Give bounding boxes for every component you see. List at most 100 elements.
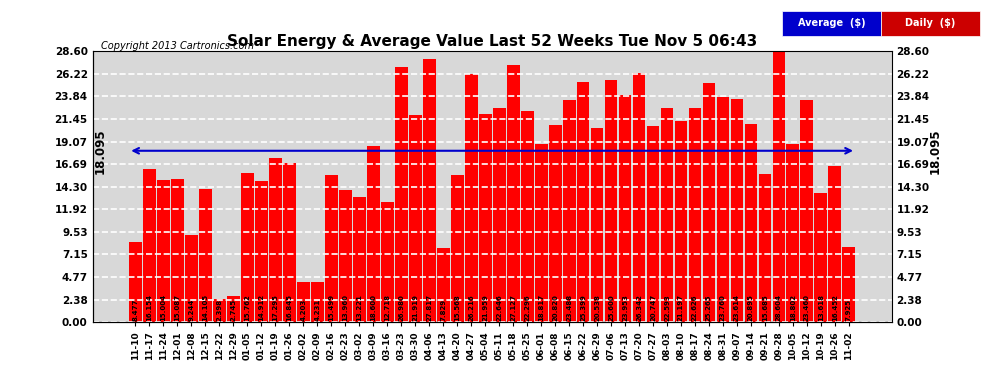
- Bar: [619, 95, 632, 322]
- Text: 8.477: 8.477: [133, 298, 139, 321]
- Bar: [352, 197, 365, 322]
- Bar: [786, 144, 799, 322]
- Bar: [829, 166, 842, 322]
- Bar: [717, 97, 730, 322]
- Bar: [842, 247, 855, 322]
- Text: 22.296: 22.296: [524, 294, 530, 321]
- Text: 18.600: 18.600: [370, 294, 376, 321]
- Bar: [576, 82, 589, 322]
- Text: 4.203: 4.203: [300, 298, 306, 321]
- Bar: [199, 189, 212, 322]
- Text: 25.600: 25.600: [608, 294, 614, 321]
- Bar: [464, 74, 477, 322]
- Text: 4.231: 4.231: [314, 298, 320, 321]
- Text: 2.745: 2.745: [231, 298, 237, 321]
- Bar: [703, 83, 716, 322]
- Text: 7.829: 7.829: [441, 298, 446, 321]
- Bar: [366, 146, 379, 322]
- Text: 26.342: 26.342: [636, 294, 643, 321]
- Bar: [381, 202, 394, 322]
- Text: 22.593: 22.593: [664, 294, 670, 321]
- Bar: [423, 59, 436, 322]
- Text: 20.895: 20.895: [748, 294, 754, 321]
- Text: 15.004: 15.004: [160, 294, 166, 321]
- Text: Daily  ($): Daily ($): [906, 18, 955, 28]
- Bar: [479, 114, 492, 322]
- Bar: [171, 179, 184, 322]
- Bar: [562, 100, 575, 322]
- Text: 16.452: 16.452: [832, 294, 838, 321]
- Bar: [731, 99, 743, 322]
- Bar: [772, 51, 785, 322]
- Text: 21.919: 21.919: [412, 294, 418, 321]
- Text: 26.980: 26.980: [398, 294, 404, 321]
- Bar: [535, 144, 547, 322]
- Text: 20.747: 20.747: [650, 294, 656, 321]
- Text: 13.960: 13.960: [343, 294, 348, 321]
- Text: 18.802: 18.802: [790, 294, 796, 321]
- Bar: [269, 158, 282, 322]
- Text: 13.618: 13.618: [818, 294, 824, 321]
- Bar: [507, 65, 520, 322]
- Text: 23.460: 23.460: [804, 294, 810, 321]
- Bar: [660, 108, 673, 322]
- Bar: [297, 282, 310, 322]
- Text: 23.488: 23.488: [566, 294, 572, 321]
- Text: 25.265: 25.265: [706, 294, 712, 321]
- Bar: [227, 296, 240, 322]
- Bar: [493, 108, 506, 322]
- Text: 13.221: 13.221: [356, 294, 362, 321]
- Text: 26.216: 26.216: [468, 294, 474, 321]
- Text: 2.398: 2.398: [216, 298, 223, 321]
- Text: 7.925: 7.925: [845, 298, 851, 321]
- Bar: [801, 100, 814, 322]
- Text: 23.953: 23.953: [622, 294, 628, 321]
- Bar: [395, 67, 408, 322]
- Text: 21.959: 21.959: [482, 294, 488, 321]
- Text: 17.295: 17.295: [272, 294, 278, 321]
- Bar: [815, 193, 828, 322]
- Bar: [646, 126, 659, 322]
- Text: 15.762: 15.762: [245, 294, 250, 321]
- Bar: [283, 163, 296, 322]
- Bar: [521, 111, 534, 322]
- Text: 20.538: 20.538: [594, 294, 600, 321]
- Text: 15.499: 15.499: [329, 294, 335, 321]
- Text: 14.105: 14.105: [202, 294, 208, 321]
- Bar: [339, 190, 351, 322]
- Bar: [450, 175, 463, 322]
- Title: Solar Energy & Average Value Last 52 Weeks Tue Nov 5 06:43: Solar Energy & Average Value Last 52 Wee…: [227, 34, 757, 49]
- Bar: [129, 242, 142, 322]
- Bar: [689, 108, 702, 322]
- Bar: [156, 180, 169, 322]
- Bar: [437, 248, 449, 322]
- Text: 15.685: 15.685: [762, 294, 768, 321]
- Bar: [185, 235, 198, 322]
- Bar: [254, 181, 267, 322]
- Text: 15.087: 15.087: [174, 294, 180, 321]
- Text: 27.127: 27.127: [510, 294, 516, 321]
- Text: 27.817: 27.817: [426, 294, 433, 321]
- Bar: [311, 282, 324, 322]
- Text: 18.095: 18.095: [929, 128, 942, 174]
- Bar: [605, 80, 618, 322]
- Bar: [143, 169, 155, 322]
- Text: Average  ($): Average ($): [798, 18, 865, 28]
- Text: 16.154: 16.154: [147, 294, 152, 321]
- Text: 20.820: 20.820: [552, 294, 558, 321]
- Text: 14.912: 14.912: [258, 294, 264, 321]
- Bar: [213, 299, 226, 322]
- Text: 9.244: 9.244: [188, 298, 194, 321]
- Text: 25.399: 25.399: [580, 294, 586, 321]
- Text: 12.718: 12.718: [384, 294, 390, 321]
- Bar: [591, 128, 604, 322]
- Bar: [758, 174, 771, 322]
- Bar: [325, 176, 338, 322]
- Text: 16.845: 16.845: [286, 294, 292, 321]
- Bar: [241, 173, 253, 322]
- Text: 28.604: 28.604: [776, 294, 782, 321]
- Bar: [633, 73, 645, 322]
- Text: 23.614: 23.614: [734, 294, 740, 321]
- Bar: [409, 115, 422, 322]
- Text: 23.760: 23.760: [720, 294, 726, 321]
